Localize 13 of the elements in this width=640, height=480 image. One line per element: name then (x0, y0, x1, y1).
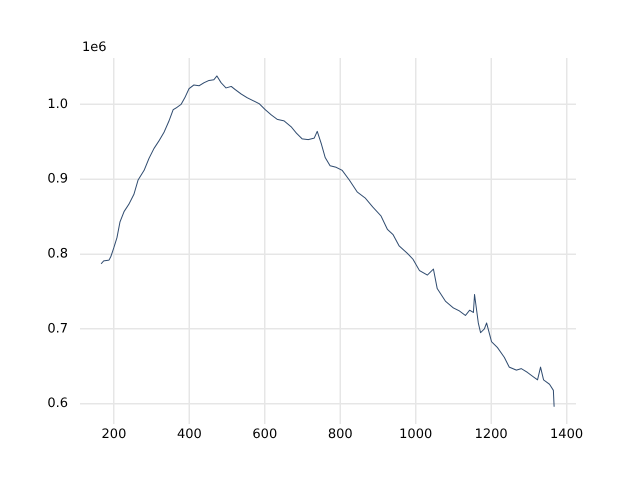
x-tick-label: 1000 (399, 427, 432, 442)
x-tick-label: 800 (328, 427, 353, 442)
x-tick-label: 1200 (474, 427, 508, 442)
x-tick-label: 600 (252, 427, 278, 442)
y-tick-label: 0.6 (47, 396, 68, 412)
x-tick-label: 1400 (550, 427, 584, 442)
text: 1e6 (82, 40, 107, 55)
y-tick-label: 0.9 (47, 172, 68, 187)
x-tick-label: 200 (102, 427, 126, 442)
y-tick-label: 0.8 (47, 246, 68, 262)
x-tick-label: 400 (176, 427, 202, 442)
y-tick-label: 0.7 (47, 321, 68, 336)
y-tick-label: 1.0 (47, 96, 68, 112)
